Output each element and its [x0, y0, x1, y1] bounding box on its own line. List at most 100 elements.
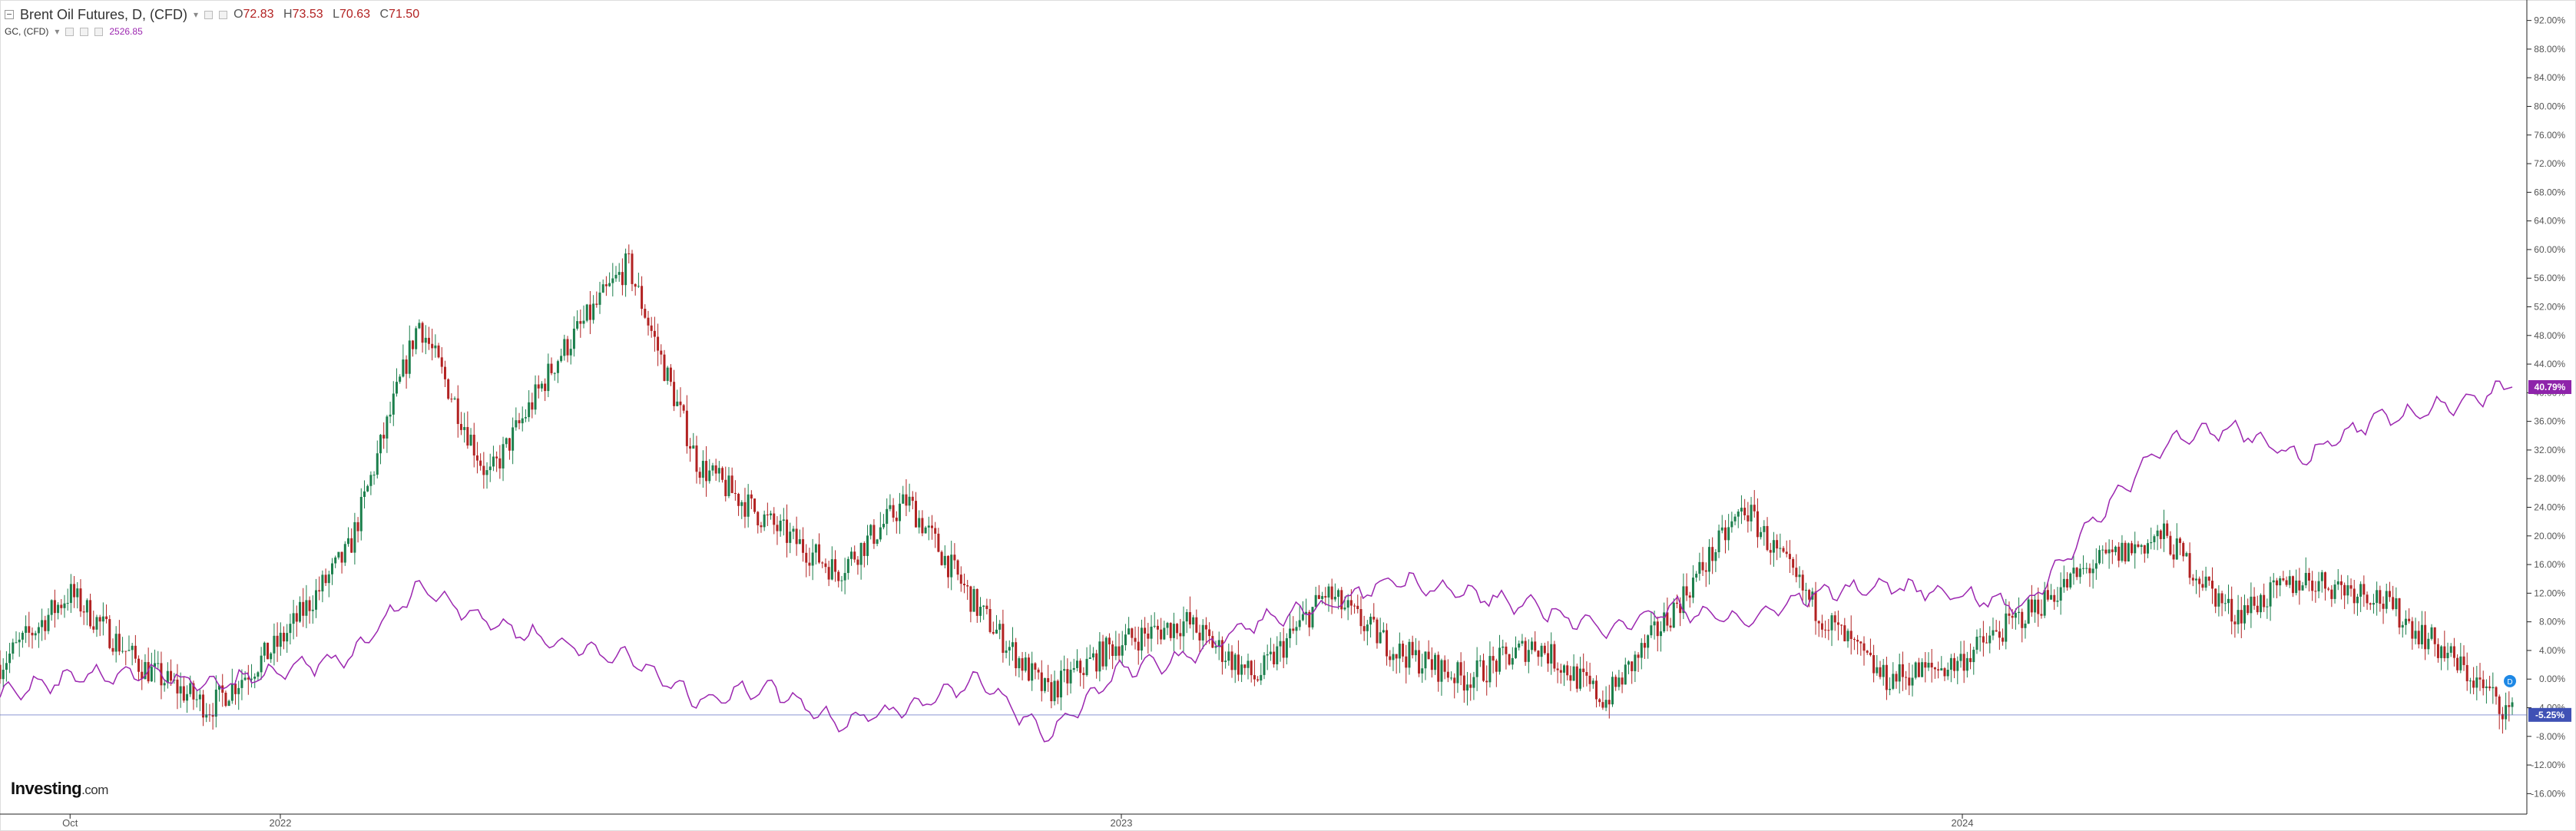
candle-body [424, 337, 427, 343]
candle-body [585, 304, 588, 321]
candle-body [95, 617, 98, 630]
candle-body [2465, 664, 2468, 682]
candle-body [253, 676, 257, 679]
candle-body [1879, 667, 1882, 677]
candle-body [1250, 660, 1253, 676]
collapse-legend-icon[interactable] [5, 10, 14, 19]
candle-body [876, 539, 879, 545]
candle-body [1656, 621, 1659, 637]
candle-body [1260, 674, 1263, 680]
candle-body [792, 528, 795, 532]
candle-body [1134, 637, 1137, 642]
candle-body [1495, 660, 1498, 672]
candle-body [747, 494, 750, 517]
candle-body [1730, 521, 1733, 528]
candle-body [1634, 654, 1637, 671]
candle-body [1475, 660, 1478, 677]
chevron-down-icon[interactable]: ▾ [194, 9, 199, 20]
candle-body [227, 700, 230, 707]
candle-body [2353, 588, 2356, 604]
candle-body [2366, 594, 2369, 604]
candle-body [447, 379, 450, 399]
candle-body [289, 624, 292, 634]
candle-body [2091, 568, 2094, 574]
candle-body [47, 614, 50, 631]
candle-body [2, 670, 5, 680]
candle-body [1521, 641, 1524, 644]
candle-body [1063, 669, 1066, 671]
candle-body [2279, 578, 2282, 586]
candle-body [37, 627, 40, 634]
candle-body [1824, 629, 1827, 631]
candle-body [1488, 656, 1492, 683]
candle-body [1543, 645, 1546, 654]
candle-body [2456, 657, 2459, 670]
y-tick-label: 88.00% [2534, 44, 2565, 55]
candle-body [1356, 605, 1359, 610]
candle-body [830, 559, 833, 580]
candle-body [1776, 540, 1779, 549]
candle-body [676, 401, 679, 406]
candle-body [1160, 629, 1163, 640]
candle-body [1269, 651, 1272, 654]
candle-body [1723, 527, 1727, 541]
close-icon[interactable] [94, 27, 104, 36]
candle-body [495, 456, 498, 459]
candle-body [1737, 512, 1740, 517]
candle-body [1176, 624, 1179, 634]
candle-body [1714, 551, 1717, 561]
candle-body [1792, 558, 1795, 568]
candle-body [505, 438, 508, 445]
y-tick-label: 64.00% [2534, 216, 2565, 227]
candle-body [714, 465, 717, 474]
candle-body [2062, 578, 2065, 588]
candle-body [63, 603, 66, 608]
candle-body [982, 605, 985, 607]
candle-body [1591, 680, 1594, 684]
candle-body [2159, 530, 2162, 539]
candle-body [692, 445, 695, 449]
y-tick-label: 56.00% [2534, 273, 2565, 283]
candle-body [1108, 637, 1111, 644]
candle-body [1653, 621, 1656, 626]
candle-body [482, 465, 485, 475]
candle-body [2137, 544, 2140, 548]
candle-body [1911, 677, 1914, 686]
candle-body [273, 635, 276, 654]
candle-body [2204, 576, 2207, 588]
candle-body [1717, 530, 1720, 552]
candle-body [1050, 682, 1053, 702]
settings-icon[interactable] [219, 10, 228, 19]
eye-icon[interactable] [204, 10, 214, 19]
candle-body [1163, 627, 1166, 640]
candle-body [1311, 607, 1314, 627]
candle-body [170, 670, 173, 681]
candle-body [2011, 615, 2014, 618]
chevron-down-icon[interactable]: ▾ [55, 26, 60, 37]
dividend-marker-icon[interactable] [2504, 674, 2516, 687]
candle-body [940, 551, 943, 565]
candle-body [1230, 651, 1233, 670]
candle-body [118, 634, 121, 652]
candle-body [1949, 657, 1952, 670]
candle-body [1905, 677, 1908, 678]
candle-body [1324, 596, 1327, 598]
candle-body [1937, 669, 1940, 670]
candle-body [685, 410, 688, 446]
settings-icon[interactable] [80, 27, 89, 36]
candle-body [18, 639, 21, 643]
candle-body [882, 524, 886, 528]
candle-body [1550, 644, 1553, 664]
candle-body [2147, 543, 2150, 554]
candle-body [572, 328, 575, 349]
eye-icon[interactable] [65, 27, 74, 36]
candle-body [1362, 626, 1366, 631]
y-tick-label: 48.00% [2534, 330, 2565, 341]
candle-body [21, 632, 24, 640]
investing-logo: Investing.com [11, 779, 108, 799]
last-value-tags: D 40.79% -5.25% [0, 379, 2571, 722]
candle-body [2468, 680, 2472, 682]
candle-body [34, 633, 37, 636]
